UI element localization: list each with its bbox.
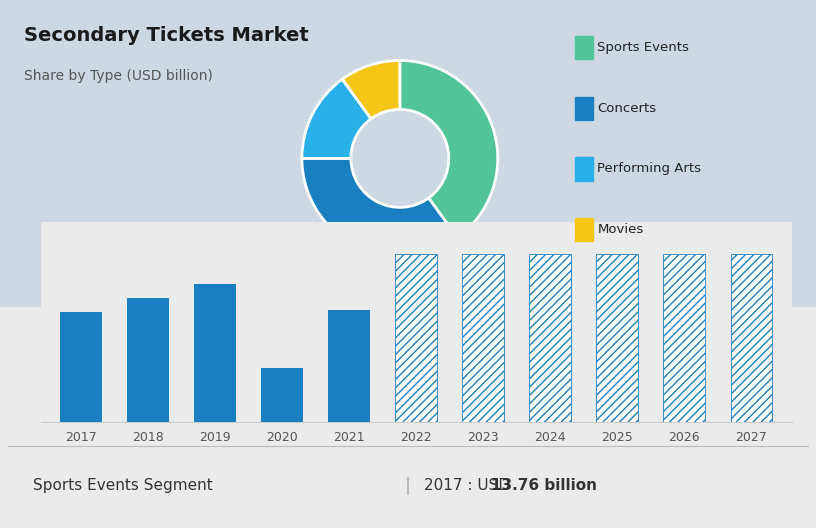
- Text: Share by Type (USD billion): Share by Type (USD billion): [24, 69, 213, 83]
- Text: 2017 : USD: 2017 : USD: [424, 478, 516, 493]
- Text: Secondary Tickets Market: Secondary Tickets Market: [24, 26, 309, 45]
- Bar: [261, 368, 303, 422]
- Bar: [60, 312, 102, 422]
- Text: Concerts: Concerts: [597, 102, 656, 115]
- Text: |: |: [405, 477, 411, 495]
- Wedge shape: [302, 79, 371, 158]
- Bar: [194, 285, 236, 422]
- Bar: [328, 310, 370, 422]
- Text: Sports Events: Sports Events: [597, 41, 690, 54]
- Bar: [730, 254, 772, 422]
- Bar: [596, 254, 638, 422]
- Text: 13.76 billion: 13.76 billion: [491, 478, 597, 493]
- Bar: [530, 254, 571, 422]
- Bar: [463, 254, 504, 422]
- Bar: [663, 254, 705, 422]
- Text: Performing Arts: Performing Arts: [597, 163, 701, 175]
- Text: Movies: Movies: [597, 223, 644, 236]
- Wedge shape: [342, 61, 400, 119]
- Bar: [396, 254, 437, 422]
- Bar: [127, 298, 169, 422]
- Wedge shape: [302, 158, 458, 256]
- Wedge shape: [400, 61, 498, 238]
- Text: Sports Events Segment: Sports Events Segment: [33, 478, 212, 493]
